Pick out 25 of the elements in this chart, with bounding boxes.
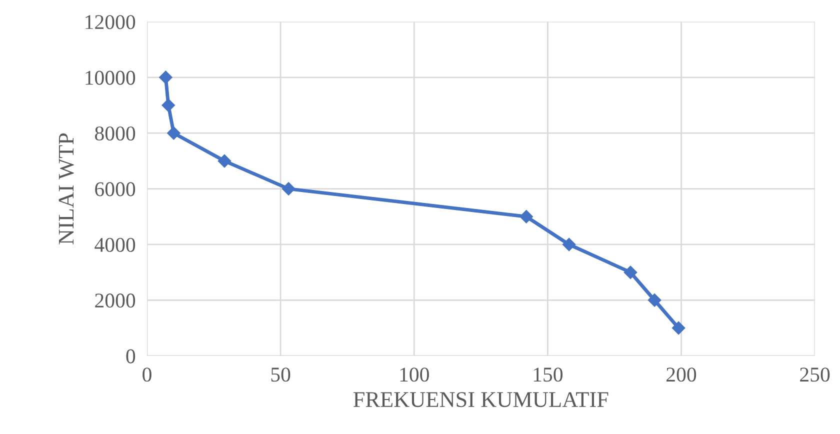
point bbox=[648, 294, 662, 307]
point bbox=[562, 238, 576, 252]
y-axis-title: NILAI WTP bbox=[58, 133, 74, 244]
point bbox=[282, 182, 296, 196]
x-tick-label: 50 bbox=[271, 368, 290, 382]
x-tick-label: 100 bbox=[400, 368, 429, 382]
y-tick-label: 8000 bbox=[95, 126, 136, 141]
x-tick-label: 250 bbox=[800, 368, 830, 382]
point bbox=[167, 126, 180, 140]
point bbox=[218, 154, 232, 168]
point bbox=[520, 210, 533, 224]
point bbox=[624, 266, 638, 279]
point bbox=[159, 70, 172, 84]
y-tick-label: 0 bbox=[126, 349, 136, 364]
y-tick-label: 6000 bbox=[95, 182, 136, 196]
point bbox=[672, 321, 686, 335]
x-tick-label: 150 bbox=[534, 368, 563, 382]
point bbox=[162, 98, 175, 112]
y-tick-label: 2000 bbox=[95, 294, 136, 308]
y-tick-label: 12000 bbox=[86, 15, 136, 30]
x-tick-label: 200 bbox=[666, 368, 696, 382]
x-tick-label: 0 bbox=[142, 368, 152, 382]
y-tick-label: 10000 bbox=[86, 70, 136, 85]
x-axis-title: FREKUENSI KUMULATIF bbox=[353, 392, 608, 408]
y-tick-label: 4000 bbox=[94, 238, 136, 252]
